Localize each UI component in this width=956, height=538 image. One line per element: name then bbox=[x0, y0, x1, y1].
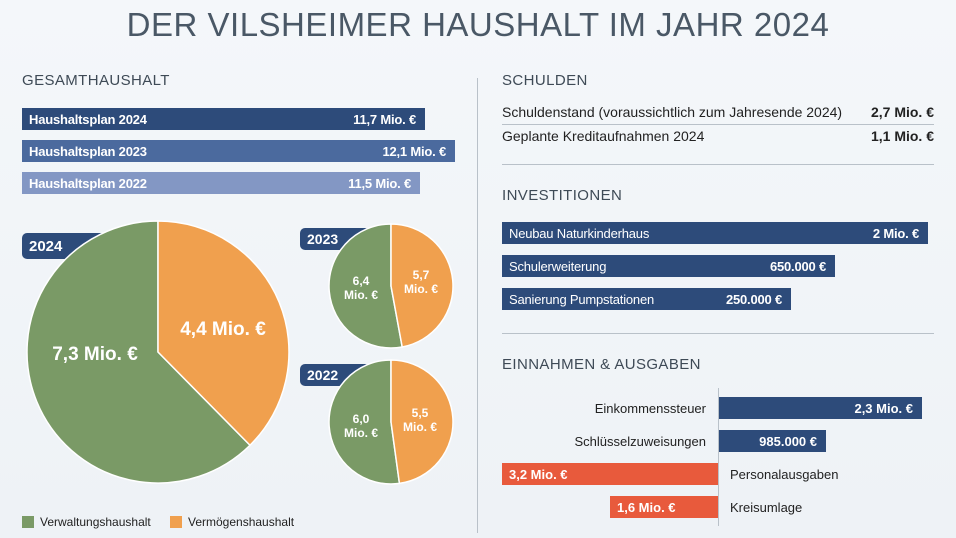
bar-value: 985.000 € bbox=[759, 433, 817, 449]
einnahmen-bar: 2,3 Mio. € bbox=[719, 397, 922, 419]
year-tag-label: 2022 bbox=[307, 367, 339, 383]
einnahmen-ausgaben-heading: EINNAHMEN & AUSGABEN bbox=[502, 356, 701, 373]
pie-2023-label-vermoegen-unit: Mio. € bbox=[404, 282, 438, 296]
gesamthaushalt-bar-2022: Haushaltsplan 2022 11,5 Mio. € bbox=[22, 172, 420, 194]
bar-label: Schulerweiterung bbox=[509, 258, 607, 274]
ausgaben-bar: 1,6 Mio. € bbox=[610, 496, 718, 518]
pie-2024-slice-verwaltung bbox=[26, 220, 252, 484]
legend-swatch-green bbox=[22, 516, 34, 528]
einnahmen-ausgaben-axis bbox=[718, 388, 719, 526]
einnahmen-bar: 985.000 € bbox=[719, 430, 826, 452]
investitionen-heading: INVESTITIONEN bbox=[502, 187, 623, 204]
pie-2022-label-verwaltung-unit: Mio. € bbox=[344, 426, 378, 440]
pie-2022-label-verwaltung-value: 6,0 bbox=[353, 412, 370, 426]
section-divider bbox=[502, 333, 934, 334]
schulden-row-label: Geplante Kreditaufnahmen 2024 bbox=[502, 128, 705, 144]
pie-2024-label-verwaltung: 7,3 Mio. € bbox=[52, 344, 138, 365]
bar-label: Haushaltsplan 2022 bbox=[29, 175, 147, 191]
pie-2023-slice-vermoegen bbox=[390, 223, 454, 348]
ausgaben-label: Kreisumlage bbox=[730, 500, 803, 515]
legend-verwaltung: Verwaltungshaushalt bbox=[22, 515, 151, 529]
legend-label: Verwaltungshaushalt bbox=[40, 515, 151, 529]
investitionen-bar: Schulerweiterung 650.000 € bbox=[502, 255, 835, 277]
bar-label: Neubau Naturkinderhaus bbox=[509, 225, 650, 241]
schulden-row-divider bbox=[502, 124, 934, 125]
pie-2024: 7,3 Mio. € 4,4 Mio. € bbox=[26, 220, 290, 484]
pie-2023: 6,4 Mio. € 5,7 Mio. € bbox=[328, 223, 454, 349]
bar-value: 250.000 € bbox=[725, 291, 782, 307]
pie-2022-label-vermoegen-value: 5,5 bbox=[412, 406, 429, 420]
schulden-row-value: 1,1 Mio. € bbox=[870, 128, 934, 144]
year-tag-label: 2024 bbox=[29, 237, 63, 255]
ausgaben-label: Personalausgaben bbox=[730, 467, 839, 482]
bar-value: 12,1 Mio. € bbox=[382, 143, 446, 159]
pie-2023-label-verwaltung-unit: Mio. € bbox=[344, 288, 378, 302]
investitionen-bar: Neubau Naturkinderhaus 2 Mio. € bbox=[502, 222, 928, 244]
legend-swatch-orange bbox=[170, 516, 182, 528]
pie-2022-slice-verwaltung bbox=[328, 359, 401, 485]
pie-2023-slice-verwaltung bbox=[328, 223, 404, 349]
schulden-heading: SCHULDEN bbox=[502, 72, 588, 89]
page-title: DER VILSHEIMER HAUSHALT IM JAHR 2024 bbox=[126, 6, 830, 43]
pie-2022-slice-vermoegen bbox=[390, 359, 454, 485]
investitionen-bar: Sanierung Pumpstationen 250.000 € bbox=[502, 288, 791, 310]
einnahmen-label: Einkommenssteuer bbox=[594, 401, 706, 416]
column-divider bbox=[477, 78, 478, 533]
legend-vermoegen: Vermögenshaushalt bbox=[170, 515, 294, 529]
bar-value: 3,2 Mio. € bbox=[509, 466, 568, 482]
bar-value: 2 Mio. € bbox=[872, 225, 919, 241]
gesamthaushalt-bar-2023: Haushaltsplan 2023 12,1 Mio. € bbox=[22, 140, 455, 162]
pie-2024-label-vermoegen: 4,4 Mio. € bbox=[180, 319, 266, 340]
bar-value: 1,6 Mio. € bbox=[617, 499, 676, 515]
year-tag-label: 2023 bbox=[307, 231, 339, 247]
gesamthaushalt-heading: GESAMTHAUSHALT bbox=[22, 72, 170, 89]
einnahmen-label: Schlüsselzuweisungen bbox=[574, 434, 706, 449]
bar-label: Sanierung Pumpstationen bbox=[509, 291, 655, 307]
gesamthaushalt-bar-2024: Haushaltsplan 2024 11,7 Mio. € bbox=[22, 108, 425, 130]
bar-value: 650.000 € bbox=[769, 258, 826, 274]
year-tag-2023: 2023 bbox=[300, 228, 370, 250]
pie-2023-label-verwaltung-value: 6,4 bbox=[353, 274, 370, 288]
bar-value: 2,3 Mio. € bbox=[854, 400, 913, 416]
section-divider bbox=[502, 164, 934, 165]
ausgaben-bar: 3,2 Mio. € bbox=[502, 463, 718, 485]
bar-value: 11,7 Mio. € bbox=[353, 111, 416, 127]
legend-label: Vermögenshaushalt bbox=[188, 515, 295, 529]
pie-2022: 6,0 Mio. € 5,5 Mio. € bbox=[328, 359, 454, 485]
pie-2024-slice-vermoegen bbox=[157, 220, 290, 447]
schulden-row-value: 2,7 Mio. € bbox=[870, 104, 934, 120]
schulden-row-label: Schuldenstand (voraussichtlich zum Jahre… bbox=[502, 104, 843, 120]
bar-value: 11,5 Mio. € bbox=[348, 175, 411, 191]
pie-2023-label-vermoegen-value: 5,7 bbox=[413, 268, 430, 282]
bar-label: Haushaltsplan 2023 bbox=[29, 143, 147, 159]
bar-label: Haushaltsplan 2024 bbox=[29, 111, 147, 127]
pie-2022-label-vermoegen-unit: Mio. € bbox=[403, 420, 437, 434]
